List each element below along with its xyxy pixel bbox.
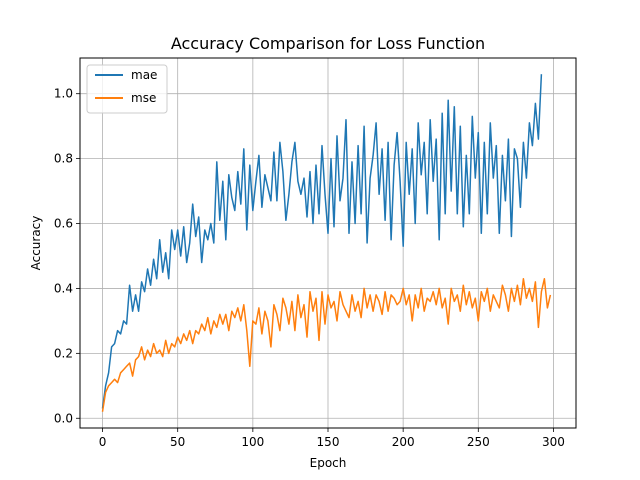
y-axis-label: Accuracy	[29, 216, 43, 271]
x-axis-ticks: 0 50 100 150 200 250 300	[99, 428, 565, 449]
legend-label-mae: mae	[131, 68, 157, 82]
x-tick-label: 300	[542, 435, 565, 449]
y-tick-label: 0.4	[54, 281, 73, 295]
y-axis-ticks: 0.0 0.2 0.4 0.6 0.8 1.0	[54, 87, 80, 425]
series-line-mse	[101, 277, 552, 412]
series-line-mae	[101, 74, 543, 409]
legend-label-mse: mse	[131, 91, 156, 105]
y-tick-label: 1.0	[54, 87, 73, 101]
x-tick-label: 200	[392, 435, 415, 449]
legend-box	[86, 64, 168, 114]
x-axis-label: Epoch	[310, 456, 347, 470]
x-tick-label: 150	[317, 435, 340, 449]
y-tick-label: 0.0	[54, 411, 73, 425]
x-tick-label: 250	[467, 435, 490, 449]
y-tick-label: 0.6	[54, 217, 73, 231]
chart-title: Accuracy Comparison for Loss Function	[171, 34, 485, 53]
x-tick-label: 100	[241, 435, 264, 449]
legend: mae mse	[86, 64, 168, 114]
y-tick-label: 0.8	[54, 152, 73, 166]
y-tick-label: 0.2	[54, 346, 73, 360]
series-layer	[101, 74, 552, 412]
x-tick-label: 0	[99, 435, 107, 449]
x-tick-label: 50	[170, 435, 185, 449]
